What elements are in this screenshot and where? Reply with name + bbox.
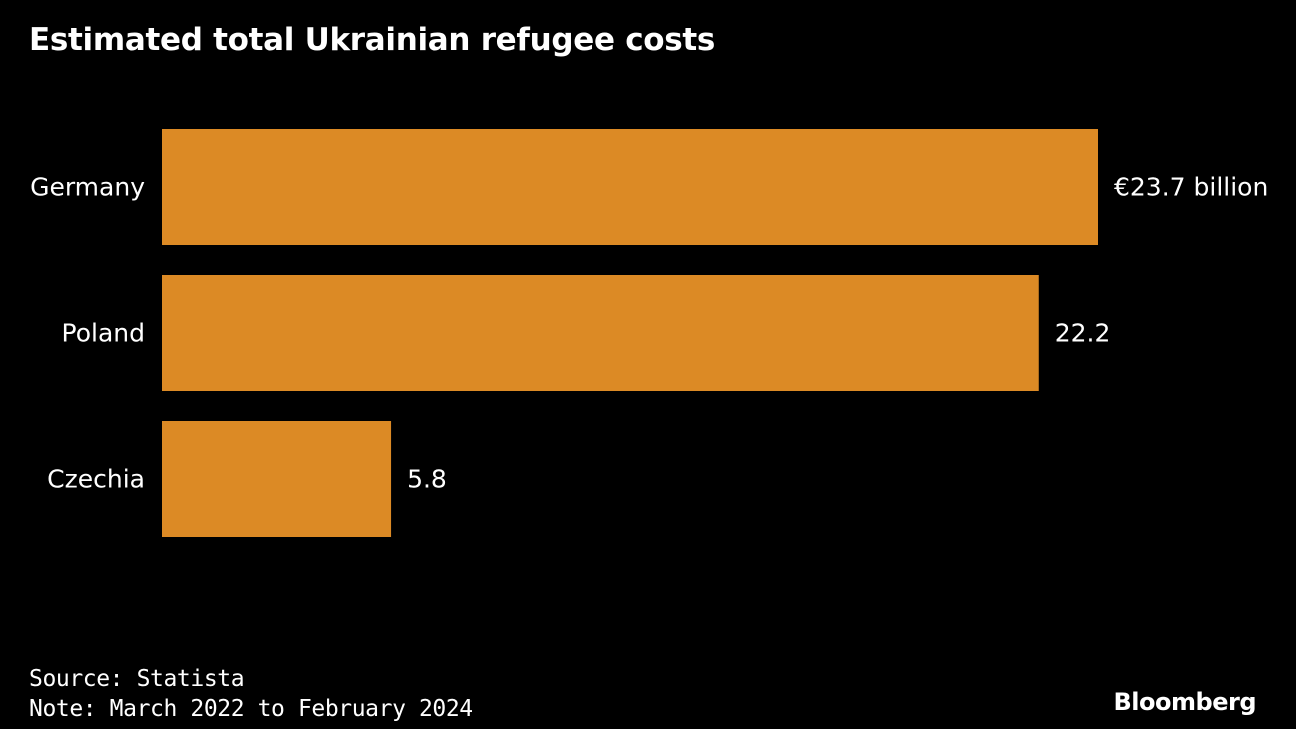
chart-title: Estimated total Ukrainian refugee costs	[29, 22, 716, 58]
source-note: Source: Statista	[29, 666, 245, 692]
bar-czechia	[162, 421, 392, 537]
category-label-poland: Poland	[62, 319, 145, 348]
bar-poland	[162, 275, 1039, 391]
date-range-note: Note: March 2022 to February 2024	[29, 696, 473, 722]
category-label-czechia: Czechia	[47, 465, 145, 494]
value-label-germany: €23.7 billion	[1114, 173, 1268, 202]
bar-germany	[162, 129, 1098, 245]
value-label-czechia: 5.8	[407, 465, 447, 494]
value-label-poland: 22.2	[1055, 319, 1111, 348]
category-label-germany: Germany	[30, 173, 145, 202]
bloomberg-logo: Bloomberg	[1113, 688, 1257, 716]
